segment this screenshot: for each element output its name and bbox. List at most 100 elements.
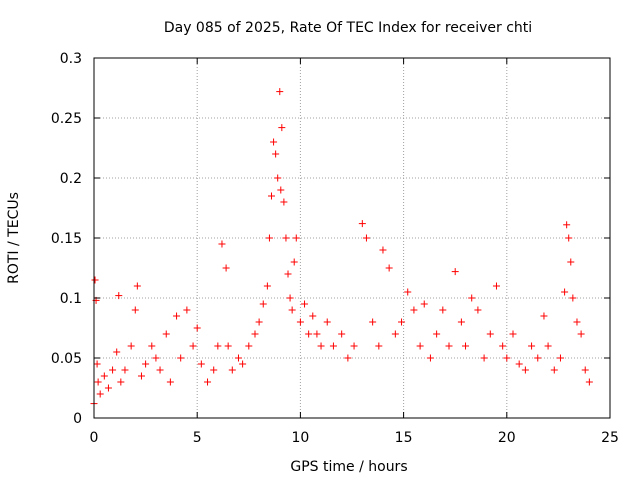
data-point [224,342,232,350]
data-point [451,268,459,276]
x-tick-label: 20 [498,430,516,446]
data-point [301,300,309,308]
y-tick-label: 0.25 [51,111,82,127]
data-point [222,264,230,272]
data-point [268,192,276,200]
y-tick-label: 0.2 [60,171,82,187]
data-point [282,234,290,242]
x-tick-label: 25 [601,430,619,446]
data-point [521,366,529,374]
y-tick-label: 0.15 [51,231,82,247]
data-point [127,342,135,350]
data-point [515,360,523,368]
data-point [338,330,346,338]
data-point [509,330,517,338]
y-axis-label: ROTI / TECUs [6,192,22,284]
data-point [379,246,387,254]
data-point [274,174,282,182]
data-point [410,306,418,314]
data-point [91,276,99,284]
data-point [263,282,271,290]
data-point [121,366,129,374]
axis-ticks: 0 5 10 15 20 25 0 0.05 0.1 0.15 0.2 0.25 0.3 [51,51,619,446]
data-point [480,354,488,362]
data-point [540,312,548,320]
data-point [113,348,121,356]
data-point [245,342,253,350]
data-point [115,292,123,300]
data-point [228,366,236,374]
data-point [156,366,164,374]
data-point [137,372,145,380]
data-point [296,318,304,326]
data-point [234,354,242,362]
data-point [255,318,263,326]
data-point [272,150,280,158]
data-point [284,270,292,278]
data-point [323,318,331,326]
data-point [183,306,191,314]
data-point [563,221,571,229]
data-point [152,354,160,362]
data-point [565,234,573,242]
data-point [468,294,476,302]
data-point [585,378,593,386]
data-point [375,342,383,350]
data-point [309,312,317,320]
data-point [344,354,352,362]
data-point [96,390,104,398]
y-tick-label: 0 [73,411,82,427]
data-point [292,234,300,242]
data-point [173,312,181,320]
data-point [278,124,286,132]
data-point [210,366,218,374]
data-point [433,330,441,338]
data-point [503,354,511,362]
data-point [569,294,577,302]
data-point [204,378,212,386]
data-point [177,354,185,362]
data-point [100,372,108,380]
data-point [474,306,482,314]
data-point [117,378,125,386]
data-point [457,318,465,326]
data-point [270,138,278,146]
chart-title: Day 085 of 2025, Rate Of TEC Index for r… [164,20,532,36]
data-point [445,342,453,350]
data-point [131,306,139,314]
x-tick-label: 15 [395,430,413,446]
data-point [265,234,273,242]
data-point [104,384,112,392]
data-point [369,318,377,326]
data-point [193,324,201,332]
data-point [358,220,366,228]
y-tick-label: 0.05 [51,351,82,367]
data-points [90,88,593,408]
data-point [391,330,399,338]
data-point [305,330,313,338]
data-point [166,378,174,386]
x-tick-label: 10 [291,430,309,446]
data-point [280,198,288,206]
data-point [561,288,569,296]
data-point [573,318,581,326]
x-tick-label: 0 [90,430,99,446]
data-point [148,342,156,350]
grid-lines [94,58,610,418]
data-point [544,342,552,350]
data-point [462,342,470,350]
data-point [214,342,222,350]
data-point [556,354,564,362]
y-tick-label: 0.3 [60,51,82,67]
data-point [142,360,150,368]
data-point [439,306,447,314]
data-point [577,330,585,338]
data-point [109,366,117,374]
data-point [218,240,226,248]
data-point [286,294,294,302]
data-point [486,330,494,338]
data-point [534,354,542,362]
data-point [94,378,102,386]
data-point [290,258,298,266]
